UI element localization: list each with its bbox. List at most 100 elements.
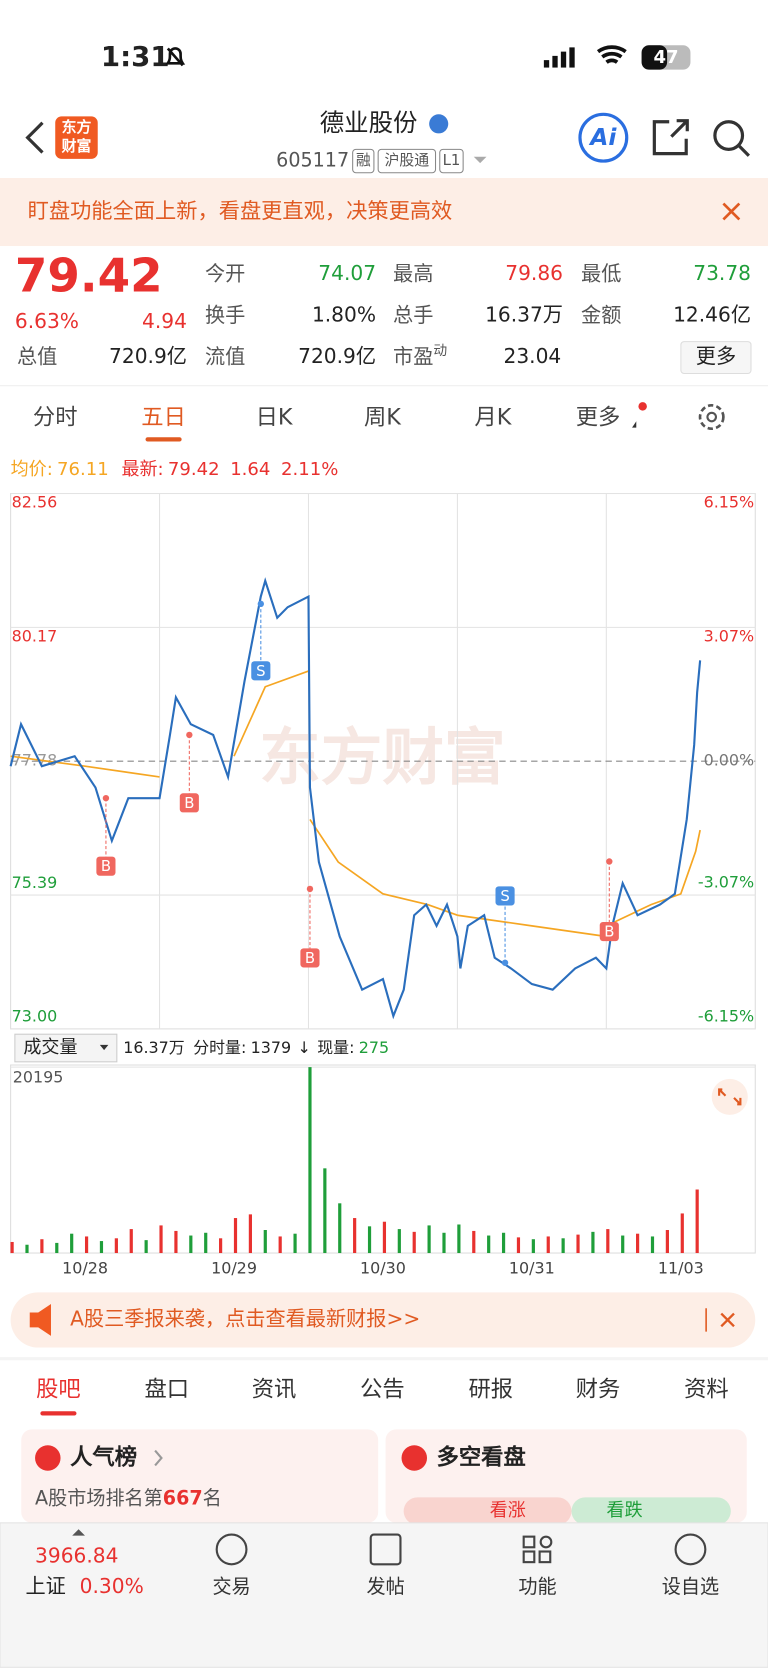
vol-label: 分时量: bbox=[193, 1038, 246, 1057]
logo-text: 东方 bbox=[62, 118, 92, 136]
volume-bar bbox=[99, 1241, 104, 1254]
card-title: 人气榜 bbox=[70, 1444, 137, 1471]
index-arrow bbox=[72, 1529, 85, 1536]
verified-badge bbox=[429, 114, 449, 134]
section-tab[interactable]: 股吧 bbox=[36, 1377, 81, 1403]
wifi-icon bbox=[596, 45, 627, 64]
nav-label[interactable]: 发帖 bbox=[366, 1575, 404, 1598]
tab[interactable]: 分时 bbox=[33, 405, 78, 431]
tab[interactable]: 周K bbox=[364, 405, 402, 431]
section-tab[interactable]: 财务 bbox=[576, 1377, 621, 1403]
field-value: 1.80% bbox=[312, 303, 376, 327]
tag-group: 融 沪股通 L1 bbox=[352, 148, 487, 174]
clock: 1:31 bbox=[101, 40, 170, 73]
rank-line: A股市场排名第667名 bbox=[35, 1486, 222, 1509]
y2-tick-label: 0.00% bbox=[704, 751, 755, 770]
price: 79.42 bbox=[15, 249, 163, 303]
label-text: 市盈 bbox=[393, 344, 433, 368]
volume-bar bbox=[338, 1203, 342, 1254]
vs-icon bbox=[401, 1445, 428, 1471]
y-tick-label: 82.56 bbox=[12, 493, 58, 512]
label-text: 金额 bbox=[581, 303, 621, 327]
section-tab[interactable]: 研报 bbox=[468, 1377, 513, 1403]
dropdown-arrow[interactable] bbox=[473, 156, 487, 164]
expand-button[interactable] bbox=[711, 1078, 748, 1115]
notice-close[interactable] bbox=[720, 1312, 735, 1328]
date-label: 10/28 bbox=[62, 1258, 108, 1277]
nav-items: 交易 发帖 功能 设自选 bbox=[212, 1575, 719, 1598]
watermark: 东方财富 bbox=[259, 721, 505, 793]
volume-bar bbox=[606, 1229, 610, 1254]
volume-bar bbox=[561, 1238, 565, 1254]
logo-text: 财富 bbox=[62, 137, 92, 155]
volume-bar bbox=[70, 1233, 74, 1254]
divider bbox=[0, 385, 768, 387]
corner-arrow bbox=[632, 421, 637, 428]
y-tick-label: 75.39 bbox=[12, 873, 58, 892]
indicator-select[interactable] bbox=[14, 1033, 118, 1063]
rank-prefix: A股市场排名第 bbox=[35, 1486, 163, 1509]
volume-bar bbox=[621, 1235, 625, 1254]
label-text: 最高 bbox=[393, 261, 433, 285]
logo[interactable] bbox=[55, 116, 98, 159]
tab[interactable]: 五日 bbox=[141, 405, 186, 431]
field-value: 73.78 bbox=[693, 261, 751, 285]
volume-bar bbox=[487, 1235, 491, 1254]
divider bbox=[0, 1357, 768, 1361]
legend-line: 均价: 76.11 最新: 79.42 1.64 2.11% bbox=[11, 459, 339, 480]
field-value: 23.04 bbox=[504, 344, 562, 368]
back-button[interactable] bbox=[25, 121, 44, 154]
volume-bar bbox=[323, 1168, 327, 1254]
label-text: 总值 bbox=[17, 344, 57, 368]
more-button[interactable] bbox=[680, 341, 752, 375]
tag: 沪股通 bbox=[385, 151, 430, 169]
marker-badge bbox=[96, 856, 116, 876]
nav-label[interactable]: 功能 bbox=[518, 1575, 556, 1598]
down-text: 看跌 bbox=[607, 1500, 643, 1521]
y-tick-label: 73.00 bbox=[12, 1007, 58, 1026]
field-value: 720.9亿 bbox=[298, 344, 376, 368]
index-name: 上证 bbox=[25, 1574, 65, 1598]
index-value[interactable]: 3966.84 bbox=[35, 1543, 118, 1567]
notice-bar[interactable] bbox=[10, 1292, 756, 1348]
stock-code: 605117 bbox=[276, 149, 349, 172]
field-value: 720.9亿 bbox=[109, 344, 187, 368]
up-pill[interactable] bbox=[403, 1497, 572, 1525]
change-pct: 6.63% bbox=[15, 309, 79, 333]
ai-button[interactable] bbox=[578, 112, 629, 163]
volume-bar bbox=[189, 1235, 193, 1254]
volume-bar bbox=[353, 1218, 357, 1254]
more-text: 更多 bbox=[696, 344, 736, 368]
close-button[interactable] bbox=[722, 202, 741, 221]
share-button[interactable] bbox=[652, 119, 689, 156]
settings-button[interactable] bbox=[698, 404, 725, 431]
section-tab[interactable]: 资料 bbox=[684, 1377, 729, 1403]
tab[interactable]: 月K bbox=[474, 405, 512, 431]
field-label: 今开 bbox=[205, 261, 245, 285]
popularity-card[interactable] bbox=[21, 1429, 379, 1523]
average-line bbox=[10, 670, 701, 938]
label-sup: 动 bbox=[433, 343, 447, 359]
search-button[interactable] bbox=[713, 120, 745, 151]
volume-bar bbox=[516, 1237, 521, 1254]
nav-label[interactable]: 设自选 bbox=[662, 1575, 719, 1598]
nav-label[interactable]: 交易 bbox=[212, 1575, 250, 1598]
volume-bar bbox=[278, 1236, 282, 1254]
marker-label: B bbox=[184, 794, 194, 812]
marker-point bbox=[102, 794, 110, 802]
banner[interactable] bbox=[0, 178, 768, 247]
search-handle bbox=[738, 145, 751, 157]
section-tab[interactable]: 盘口 bbox=[144, 1377, 189, 1403]
section-tab[interactable]: 资讯 bbox=[252, 1377, 297, 1403]
volume-bar bbox=[219, 1238, 223, 1254]
down-pill[interactable] bbox=[571, 1497, 731, 1525]
tab[interactable]: 更多 bbox=[576, 405, 621, 431]
y2-tick-label: 3.07% bbox=[704, 627, 755, 646]
tab[interactable]: 日K bbox=[256, 405, 294, 431]
volume-bar bbox=[55, 1242, 59, 1254]
tag: L1 bbox=[443, 151, 461, 169]
vol-value: 275 bbox=[359, 1038, 389, 1057]
section-tab[interactable]: 公告 bbox=[360, 1377, 405, 1403]
field-label: 市盈动 bbox=[393, 343, 447, 368]
